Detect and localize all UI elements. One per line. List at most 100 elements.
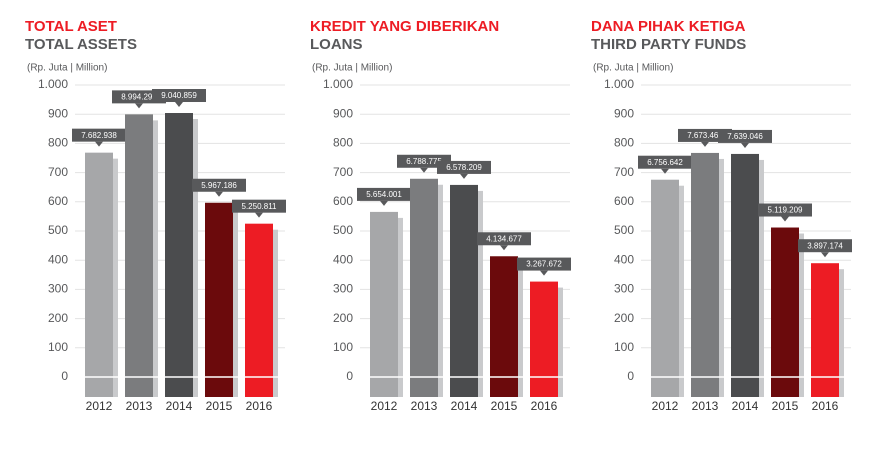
value-label-pointer (255, 212, 263, 218)
x-tick-label: 2013 (692, 399, 719, 413)
value-label-pointer (781, 216, 789, 222)
y-tick-label: 800 (48, 136, 68, 150)
y-tick-label: 0 (627, 369, 634, 383)
y-tick-label: 400 (614, 252, 634, 266)
value-label-box (718, 129, 772, 143)
x-tick-label: 2012 (371, 399, 398, 413)
value-label: 3.267.672 (526, 260, 562, 269)
y-tick-label: 500 (614, 223, 634, 237)
x-tick-label: 2013 (411, 399, 438, 413)
y-tick-label: 300 (333, 282, 353, 296)
value-label: 5.654.001 (366, 190, 402, 199)
y-tick-label: 600 (48, 194, 68, 208)
value-label-box (477, 232, 531, 246)
y-tick-label: 600 (333, 194, 353, 208)
x-tick-label: 2014 (166, 399, 193, 413)
y-tick-label: 500 (48, 223, 68, 237)
value-label-box (152, 89, 206, 103)
y-tick-label: 0 (61, 369, 68, 383)
bar (771, 227, 799, 397)
bar (691, 152, 719, 397)
value-label: 4.134.677 (486, 234, 522, 243)
y-tick-label: 200 (614, 311, 634, 325)
value-label: 5.250.811 (242, 202, 278, 211)
y-tick-label: 700 (333, 165, 353, 179)
bar (450, 184, 478, 397)
unit-label: (Rp. Juta | Million) (312, 63, 392, 74)
bar (165, 113, 193, 397)
value-label: 6.788.775 (406, 157, 442, 166)
bar (530, 281, 558, 397)
value-label-box (72, 128, 126, 142)
value-label-pointer (661, 168, 669, 174)
x-tick-label: 2013 (126, 399, 153, 413)
x-tick-label: 2012 (86, 399, 113, 413)
y-tick-label: 1.000 (604, 77, 634, 91)
y-tick-label: 100 (48, 340, 68, 354)
value-label-box (437, 160, 491, 174)
bar (85, 152, 113, 397)
value-label-pointer (380, 200, 388, 206)
value-label-box (517, 257, 571, 271)
value-label: 6.578.209 (446, 163, 482, 172)
chart-title: DANA PIHAK KETIGA (591, 18, 746, 35)
value-label-pointer (215, 191, 223, 197)
y-tick-label: 900 (333, 106, 353, 120)
y-tick-label: 800 (333, 136, 353, 150)
value-label: 7.639.046 (727, 132, 763, 141)
bar (731, 153, 759, 397)
y-tick-label: 100 (333, 340, 353, 354)
bar (410, 178, 438, 397)
y-tick-label: 0 (346, 369, 353, 383)
value-label: 7.673.461 (687, 131, 723, 140)
value-label: 6.756.642 (647, 158, 683, 167)
bar (811, 263, 839, 397)
value-label-box (758, 203, 812, 217)
y-tick-label: 600 (614, 194, 634, 208)
value-label-pointer (420, 167, 428, 173)
value-label-box (232, 199, 286, 213)
chart-subtitle: LOANS (310, 36, 363, 53)
y-tick-label: 100 (614, 340, 634, 354)
value-label-pointer (540, 270, 548, 276)
y-tick-label: 900 (48, 106, 68, 120)
chart-title: KREDIT YANG DIBERIKAN (310, 18, 499, 35)
value-label-box (192, 178, 246, 192)
y-tick-label: 300 (48, 282, 68, 296)
value-label-pointer (135, 103, 143, 109)
value-label-pointer (741, 142, 749, 148)
y-tick-label: 400 (333, 252, 353, 266)
x-tick-label: 2014 (451, 399, 478, 413)
unit-label: (Rp. Juta | Million) (27, 63, 107, 74)
value-label-box (798, 239, 852, 253)
y-tick-label: 200 (333, 311, 353, 325)
value-label: 5.967.186 (201, 181, 237, 190)
value-label-pointer (821, 252, 829, 258)
y-tick-label: 1.000 (323, 77, 353, 91)
value-label-pointer (175, 102, 183, 108)
y-tick-label: 300 (614, 282, 634, 296)
y-tick-label: 700 (614, 165, 634, 179)
value-label-box (357, 187, 411, 201)
value-label: 9.040.859 (161, 91, 197, 100)
value-label: 8.994.292 (121, 92, 157, 101)
bar (245, 223, 273, 397)
bar (370, 211, 398, 397)
value-label: 7.682.938 (81, 131, 117, 140)
bar (125, 114, 153, 398)
x-tick-label: 2015 (206, 399, 233, 413)
value-label-box (638, 155, 692, 169)
x-tick-label: 2015 (772, 399, 799, 413)
y-tick-label: 900 (614, 106, 634, 120)
chart-subtitle: TOTAL ASSETS (25, 36, 137, 53)
bar (490, 256, 518, 397)
x-tick-label: 2016 (531, 399, 558, 413)
value-label-pointer (460, 173, 468, 179)
y-tick-label: 400 (48, 252, 68, 266)
y-tick-label: 800 (614, 136, 634, 150)
y-tick-label: 500 (333, 223, 353, 237)
chart-title: TOTAL ASET (25, 18, 117, 35)
bar (205, 202, 233, 397)
value-label-pointer (500, 245, 508, 251)
